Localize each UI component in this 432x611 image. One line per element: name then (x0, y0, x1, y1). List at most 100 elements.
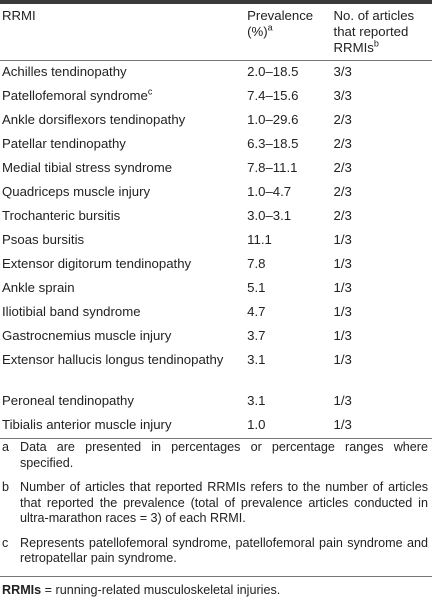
rrmi-name: Achilles tendinopathy (2, 64, 127, 79)
cell-prevalence: 1.0–4.7 (247, 184, 292, 199)
cell-prevalence: 7.8–11.1 (247, 160, 298, 175)
footnote-b: b Number of articles that reported RRMIs… (0, 480, 432, 527)
top-rule (0, 0, 432, 4)
cell-rrmi: Ankle sprain (0, 277, 247, 301)
footnote-ref-b: b (373, 38, 379, 49)
cell-articles: 2/3 (333, 208, 352, 223)
table-row: Patellar tendinopathy 6.3–18.5 2/3 (0, 133, 432, 157)
abbreviation-note: RRMIs = running-related musculoskeletal … (0, 583, 432, 599)
footnote-text: Data are presented in percentages or per… (20, 440, 428, 470)
cell-prevalence: 4.7 (247, 304, 266, 319)
table-row: Trochanteric bursitis 3.0–3.1 2/3 (0, 205, 432, 229)
table-body: Achilles tendinopathy 2.0–18.5 3/3 Patellof… (0, 61, 432, 439)
abbreviation-term: RRMIs (2, 582, 42, 597)
cell-rrmi: Extensor digitorum tendinopathy (0, 253, 247, 277)
footnote-text: Represents patellofemoral syndrome, pate… (20, 535, 428, 566)
cell-articles: 1/3 (333, 328, 352, 343)
rrmi-name: Ankle sprain (2, 280, 75, 295)
footnote-c: c Represents patellofemoral syndrome, pa… (0, 536, 432, 567)
rrmi-name: Patellar tendinopathy (2, 136, 126, 151)
rrmi-name: Gastrocnemius muscle injury (2, 328, 172, 343)
cell-rrmi: Extensor hallucis longus tendinopathy (0, 349, 247, 390)
cell-articles: 1/3 (333, 414, 432, 439)
table-row: Quadriceps muscle injury 1.0–4.7 2/3 (0, 181, 432, 205)
rrmi-name: Extensor digitorum tendinopathy (2, 256, 192, 271)
cell-articles: 1/3 (333, 232, 352, 247)
cell-articles: 1/3 (333, 304, 352, 319)
cell-articles: 1/3 (333, 280, 352, 295)
footnote-text: Number of articles that reported RRMIs r… (20, 480, 428, 525)
cell-rrmi: Psoas bursitis (0, 229, 247, 253)
cell-prevalence: 5.1 (247, 280, 266, 295)
footnote-divider (0, 575, 432, 577)
rrmi-name: Trochanteric bursitis (2, 208, 121, 223)
rrmi-name: Patellofemoral syndrome (2, 88, 148, 103)
cell-rrmi: Patellar tendinopathy (0, 133, 247, 157)
cell-prevalence: 1.0 (247, 414, 334, 439)
table-row: Ankle dorsiflexors tendinopathy 1.0–29.6 2… (0, 109, 432, 133)
cell-rrmi: Peroneal tendinopathy (0, 390, 247, 414)
rrmi-name: Psoas bursitis (2, 232, 85, 247)
table-row: Psoas bursitis 11.1 1/3 (0, 229, 432, 253)
header-prevalence: Prevalence (%)a (247, 4, 334, 61)
cell-rrmi: Patellofemoral syndromec (0, 85, 247, 109)
cell-articles: 1/3 (333, 393, 352, 408)
cell-rrmi: Gastrocnemius muscle injury (0, 325, 247, 349)
cell-rrmi: Quadriceps muscle injury (0, 181, 247, 205)
footnote-mark: a (2, 440, 10, 454)
table-row: Peroneal tendinopathy 3.1 1/3 (0, 390, 432, 414)
table-row: Extensor hallucis longus tendinopathy 3.1… (0, 349, 432, 390)
cell-prevalence: 3.0–3.1 (247, 208, 292, 223)
table-row: Medial tibial stress syndrome 7.8–11.1 2/3 (0, 157, 432, 181)
table-row: Ankle sprain 5.1 1/3 (0, 277, 432, 301)
rrmi-name: Quadriceps muscle injury (2, 184, 151, 199)
cell-rrmi: Trochanteric bursitis (0, 205, 247, 229)
table-row: Patellofemoral syndromec 7.4–15.6 3/3 (0, 85, 432, 109)
rrmi-name: Medial tibial stress syndrome (2, 160, 173, 175)
cell-rrmi: Tibialis anterior muscle injury (0, 414, 248, 439)
cell-prevalence: 7.4–15.6 (247, 88, 299, 103)
cell-prevalence: 1.0–29.6 (247, 112, 299, 127)
cell-prevalence: 2.0–18.5 (247, 64, 299, 79)
table-row: Achilles tendinopathy 2.0–18.5 3/3 (0, 61, 432, 86)
cell-prevalence: 3.7 (247, 328, 266, 343)
cell-rrmi: Medial tibial stress syndrome (0, 157, 247, 181)
table-row: Tibialis anterior muscle injury 1.0 1/3 (0, 414, 432, 439)
rrmi-name: Ankle dorsiflexors tendinopathy (2, 112, 186, 127)
cell-rrmi: Achilles tendinopathy (0, 61, 247, 86)
table-header-row: RRMI Prevalence (%)a No. of articles tha… (0, 4, 432, 61)
table-row: Iliotibial band syndrome 4.7 1/3 (0, 301, 432, 325)
rrmi-name: Iliotibial band syndrome (2, 304, 141, 319)
cell-articles: 1/3 (333, 256, 352, 271)
footnote-ref-a: a (267, 22, 273, 33)
table-row: Extensor digitorum tendinopathy 7.8 1/3 (0, 253, 432, 277)
cell-articles: 2/3 (333, 160, 352, 175)
header-rrmi: RRMI (0, 4, 248, 61)
header-articles: No. of articles that reported RRMIsb (333, 4, 432, 61)
footnote-a: a Data are presented in percentages or p… (0, 440, 432, 471)
cell-prevalence: 11.1 (247, 232, 272, 247)
cell-articles: 3/3 (333, 64, 352, 79)
cell-prevalence: 6.3–18.5 (247, 136, 299, 151)
table-row: Gastrocnemius muscle injury 3.7 1/3 (0, 325, 432, 349)
footnote-mark: c (2, 535, 9, 550)
cell-rrmi: Iliotibial band syndrome (0, 301, 247, 325)
cell-articles: 3/3 (333, 88, 352, 103)
abbreviation-definition: = running-related musculoskeletal injuri… (41, 582, 281, 597)
rrmi-name: Peroneal tendinopathy (2, 393, 134, 408)
table-footnotes: a Data are presented in percentages or p… (0, 440, 432, 598)
rrmi-name: Tibialis anterior muscle injury (2, 417, 172, 432)
cell-articles: 2/3 (333, 184, 352, 199)
footnote-mark: b (2, 480, 10, 494)
cell-articles: 2/3 (333, 136, 352, 151)
rrmi-table: RRMI Prevalence (%)a No. of articles tha… (0, 4, 432, 439)
cell-prevalence: 3.1 (247, 352, 266, 367)
cell-articles: 1/3 (333, 352, 352, 367)
cell-prevalence: 3.1 (247, 393, 266, 408)
cell-prevalence: 7.8 (247, 256, 266, 271)
cell-articles: 2/3 (333, 112, 352, 127)
footnote-ref: c (147, 86, 153, 97)
cell-rrmi: Ankle dorsiflexors tendinopathy (0, 109, 247, 133)
rrmi-name: Extensor hallucis longus tendinopathy (2, 352, 224, 367)
